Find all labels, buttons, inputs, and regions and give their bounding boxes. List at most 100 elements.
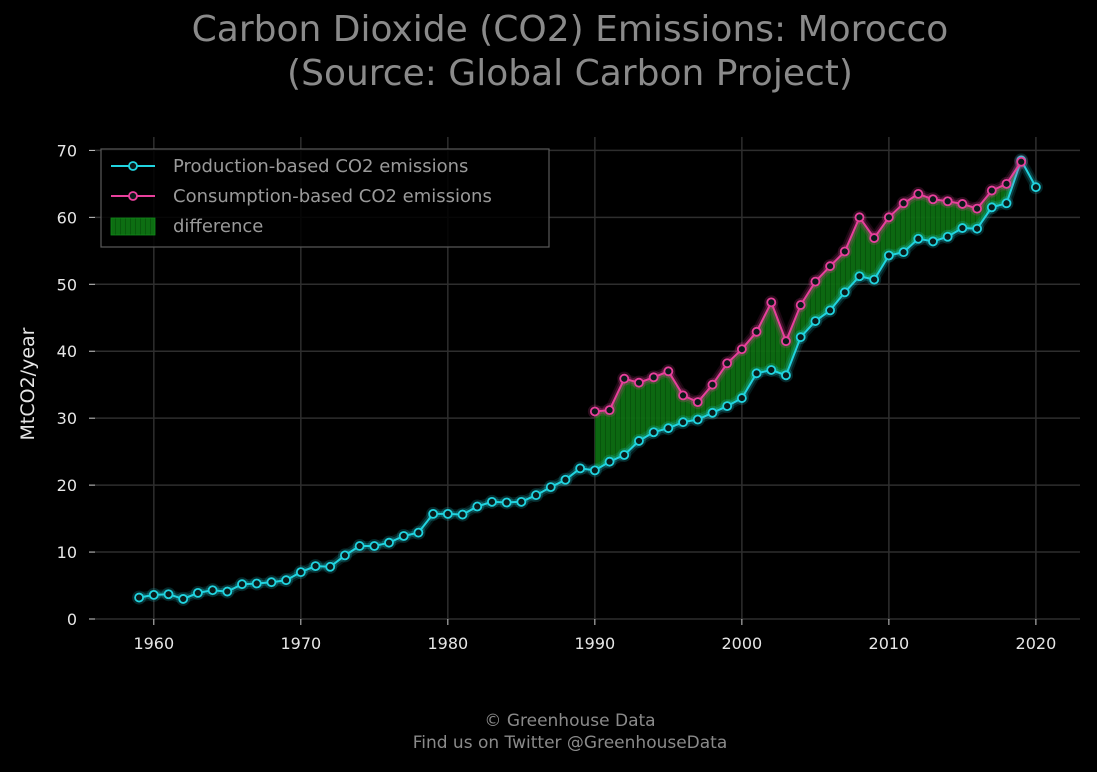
production-point (898, 247, 909, 258)
production-point (972, 223, 982, 234)
consumption-point (795, 300, 806, 310)
legend-consumption-marker (128, 191, 138, 201)
y-axis-label: MtCO2/year (17, 327, 39, 440)
production-point (531, 490, 541, 501)
production-point (928, 236, 938, 247)
consumption-point (957, 199, 968, 209)
production-point (237, 579, 247, 590)
production-point (560, 474, 571, 485)
footer-twitter: Find us on Twitter @GreenhouseData (412, 733, 728, 753)
production-point (281, 575, 292, 586)
production-point (295, 567, 306, 578)
production-point (340, 550, 350, 561)
production-point (692, 414, 703, 425)
production-point (619, 450, 630, 460)
production-point (428, 508, 439, 519)
production-point (722, 401, 733, 412)
consumption-point (604, 405, 615, 416)
y-tick-label: 20 (57, 476, 77, 495)
consumption-point (736, 344, 747, 355)
chart-title-line-2: (Source: Global Carbon Project) (287, 53, 853, 94)
production-point (1001, 198, 1012, 209)
consumption-point (589, 406, 600, 417)
production-point (457, 509, 468, 520)
production-point (883, 250, 894, 261)
production-point (134, 592, 145, 603)
production-point (648, 427, 659, 438)
x-tick-label: 2000 (722, 634, 763, 653)
y-tick-label: 0 (67, 610, 77, 629)
x-tick-label: 1990 (574, 634, 615, 653)
chart-title-line-1: Carbon Dioxide (CO2) Emissions: Morocco (191, 9, 949, 50)
production-point (663, 423, 674, 434)
consumption-point (869, 233, 880, 243)
y-tick-label: 60 (57, 208, 77, 227)
legend-consumption-label: Consumption-based CO2 emissions (173, 186, 492, 207)
legend-box (100, 148, 550, 248)
production-point (384, 537, 394, 548)
consumption-point (663, 366, 674, 377)
production-point (193, 587, 203, 598)
production-point (634, 436, 644, 446)
consumption-point (781, 336, 791, 347)
production-point (869, 274, 880, 285)
production-point (442, 508, 453, 519)
production-point (472, 501, 483, 512)
production-point (589, 465, 600, 476)
production-point (575, 463, 586, 474)
x-tick-label: 2010 (869, 634, 910, 653)
production-point (178, 594, 189, 604)
chart-title: Carbon Dioxide (CO2) Emissions: Morocco … (0, 8, 1097, 96)
production-point (766, 365, 777, 375)
axis-ticks: 0 10 20 30 40 50 60 70 1960 1970 1980 1990 2000 2010 2… (57, 141, 1057, 653)
consumption-point (634, 377, 644, 388)
production-point (707, 407, 718, 418)
consumption-point (928, 194, 938, 205)
legend-difference-patch (110, 217, 156, 236)
production-point (398, 531, 409, 541)
consumption-series (587, 154, 1029, 419)
consumption-point (648, 372, 659, 383)
production-point (810, 316, 821, 326)
consumption-point (766, 297, 777, 308)
x-tick-label: 1960 (133, 634, 174, 653)
consumption-point (1016, 156, 1027, 167)
consumption-point (722, 358, 733, 369)
consumption-point (942, 196, 953, 207)
consumption-point (1001, 178, 1012, 189)
production-point (854, 271, 865, 282)
production-point (325, 561, 336, 572)
production-series (132, 153, 1043, 606)
consumption-point (913, 189, 924, 199)
consumption-point (678, 390, 688, 401)
production-point (310, 561, 321, 572)
x-tick-label: 2020 (1016, 634, 1057, 653)
series-layer (132, 153, 1043, 606)
production-point (501, 497, 512, 508)
consumption-point (883, 212, 894, 223)
production-point (251, 578, 262, 589)
production-point (545, 482, 556, 493)
legend-production-marker (128, 161, 138, 171)
production-point (266, 577, 277, 588)
production-point (369, 541, 380, 551)
production-point (839, 287, 850, 298)
consumption-point (619, 373, 630, 384)
production-point (795, 332, 806, 343)
consumption-point (810, 276, 821, 287)
x-tick-label: 1980 (427, 634, 468, 653)
y-tick-label: 40 (57, 342, 77, 361)
production-point (736, 393, 747, 403)
legend-production-label: Production-based CO2 emissions (173, 156, 468, 177)
production-point (354, 541, 365, 551)
y-tick-label: 50 (57, 275, 77, 294)
emissions-chart: 0 10 20 30 40 50 60 70 1960 1970 1980 1990 2000 2010 2… (17, 137, 1080, 653)
legend: Production-based CO2 emissions Consumptio… (100, 148, 550, 248)
consumption-point (898, 198, 909, 209)
production-point (148, 590, 159, 600)
production-point (913, 233, 924, 244)
production-point (678, 417, 688, 428)
production-point (487, 496, 497, 507)
production-point (1030, 182, 1041, 193)
production-point (781, 370, 791, 381)
